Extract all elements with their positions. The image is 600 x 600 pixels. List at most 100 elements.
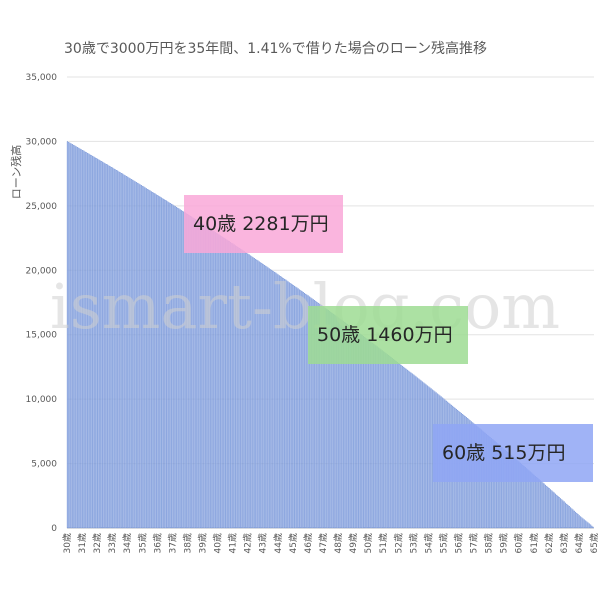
bar <box>167 201 169 529</box>
x-tick-label: 55歳 <box>437 533 449 553</box>
bar <box>299 289 301 529</box>
x-tick-label: 54歳 <box>422 533 434 553</box>
bar <box>127 176 129 529</box>
annotation-box <box>308 306 468 364</box>
bar <box>166 200 168 529</box>
bar <box>570 507 572 529</box>
bar <box>296 287 298 529</box>
bar <box>554 493 557 529</box>
bar <box>288 282 290 529</box>
y-axis-label: ローン残高 <box>9 145 23 199</box>
bar <box>394 360 396 529</box>
bar <box>580 516 582 529</box>
y-tick-label: 25,000 <box>26 202 58 212</box>
bar <box>160 197 163 529</box>
x-tick-label: 59歳 <box>498 533 510 553</box>
x-tick-label: 63歳 <box>558 533 570 553</box>
bar <box>68 142 70 529</box>
bar <box>149 190 151 529</box>
bar <box>581 517 583 529</box>
bar <box>316 302 318 529</box>
bar <box>79 148 81 529</box>
bar <box>287 281 289 529</box>
y-tick-label: 5,000 <box>31 460 57 470</box>
bar <box>133 180 135 529</box>
x-tick-label: 37歳 <box>166 533 178 553</box>
x-tick-label: 61歳 <box>528 533 540 553</box>
bar <box>379 348 381 529</box>
bar <box>201 223 203 529</box>
x-tick-label: 48歳 <box>332 533 344 553</box>
bar <box>154 193 156 529</box>
bar <box>426 385 429 529</box>
annotation-box <box>433 424 593 482</box>
y-tick-labels: 0 5,000 10,000 15,000 20,000 25,000 30,000 35,0… <box>26 73 58 534</box>
bar <box>411 373 413 529</box>
bar <box>135 182 137 529</box>
x-tick-label: 52歳 <box>392 533 404 553</box>
bar <box>583 519 585 529</box>
bar <box>267 267 269 529</box>
bar <box>119 172 121 529</box>
bar <box>251 256 253 529</box>
bar <box>163 199 165 529</box>
bar <box>572 509 574 529</box>
bar <box>571 508 573 529</box>
bars <box>66 141 594 529</box>
bar <box>188 215 190 529</box>
bar <box>365 338 367 529</box>
bar <box>588 523 590 529</box>
bar <box>432 389 434 529</box>
bar <box>248 254 250 529</box>
bar <box>181 210 183 529</box>
bar <box>120 172 122 529</box>
bar <box>568 506 570 529</box>
bar <box>246 253 248 529</box>
bar <box>138 183 140 529</box>
bar <box>147 189 149 529</box>
bar <box>247 253 249 529</box>
bar <box>546 485 548 529</box>
bar <box>385 353 387 529</box>
x-tick-label: 36歳 <box>151 533 163 553</box>
bar <box>70 143 72 529</box>
bar <box>532 473 534 529</box>
x-tick-label: 60歳 <box>513 533 525 553</box>
y-tick-label: 10,000 <box>26 395 58 405</box>
bar <box>562 500 564 529</box>
annotation-box <box>184 195 343 253</box>
bar <box>538 479 540 529</box>
bar <box>84 151 86 529</box>
bar <box>399 363 401 529</box>
bar <box>314 300 316 529</box>
bar <box>300 290 302 529</box>
bar <box>250 255 252 529</box>
bar <box>268 268 270 529</box>
bar <box>96 158 99 529</box>
x-tick-label: 46歳 <box>302 533 314 553</box>
bar <box>281 277 283 529</box>
bar <box>130 179 132 529</box>
bar <box>576 513 578 529</box>
bar <box>94 157 96 529</box>
bar <box>261 263 263 529</box>
bar <box>536 477 538 529</box>
x-tick-label: 33歳 <box>106 533 118 553</box>
bar <box>140 185 142 529</box>
bar <box>103 162 105 529</box>
bar <box>122 173 124 529</box>
bar <box>104 163 106 529</box>
x-tick-label: 47歳 <box>317 533 329 553</box>
x-tick-label: 34歳 <box>121 533 133 553</box>
bar <box>172 204 174 529</box>
x-tick-label: 62歳 <box>543 533 555 553</box>
bar <box>406 369 408 529</box>
bar <box>592 526 594 529</box>
annotation-label: 40歳 2281万円 <box>193 213 329 235</box>
y-tick-label: 30,000 <box>26 137 58 147</box>
bar <box>184 212 186 529</box>
bar <box>164 199 166 529</box>
x-tick-label: 35歳 <box>136 533 148 553</box>
bar <box>362 336 365 529</box>
